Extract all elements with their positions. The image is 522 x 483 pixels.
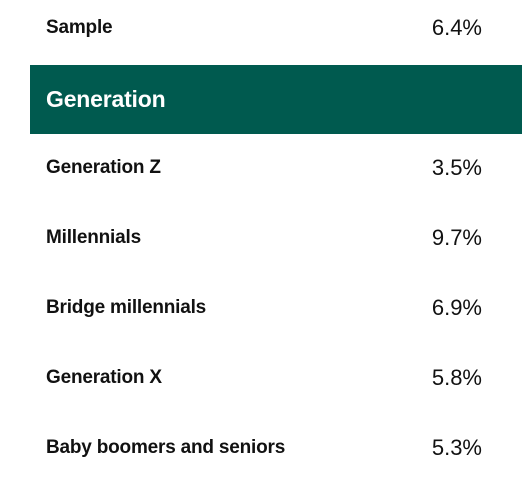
row-label: Millennials (46, 227, 141, 248)
table-row: Baby boomers and seniors 5.3% (30, 413, 522, 483)
row-label: Bridge millennials (46, 297, 207, 318)
row-label: Baby boomers and seniors (46, 437, 286, 458)
table-row: Bridge millennials 6.9% (30, 273, 522, 343)
section-header-generation: Generation (30, 65, 522, 134)
row-value: 3.5% (431, 155, 482, 180)
row-value: 5.3% (431, 435, 482, 460)
row-value: 6.4% (431, 15, 482, 40)
row-label: Generation X (46, 367, 162, 388)
table-row: Generation Z 3.5% (30, 133, 522, 203)
table-row: Generation X 5.8% (30, 343, 522, 413)
table-row: Millennials 9.7% (30, 203, 522, 273)
row-label: Generation Z (46, 157, 161, 178)
row-label: Sample (46, 17, 113, 38)
row-value: 5.8% (431, 365, 482, 390)
row-value: 6.9% (431, 295, 482, 320)
row-value: 9.7% (431, 225, 482, 250)
section-title: Generation (46, 86, 166, 112)
table-row-sample: Sample 6.4% (30, 0, 522, 63)
